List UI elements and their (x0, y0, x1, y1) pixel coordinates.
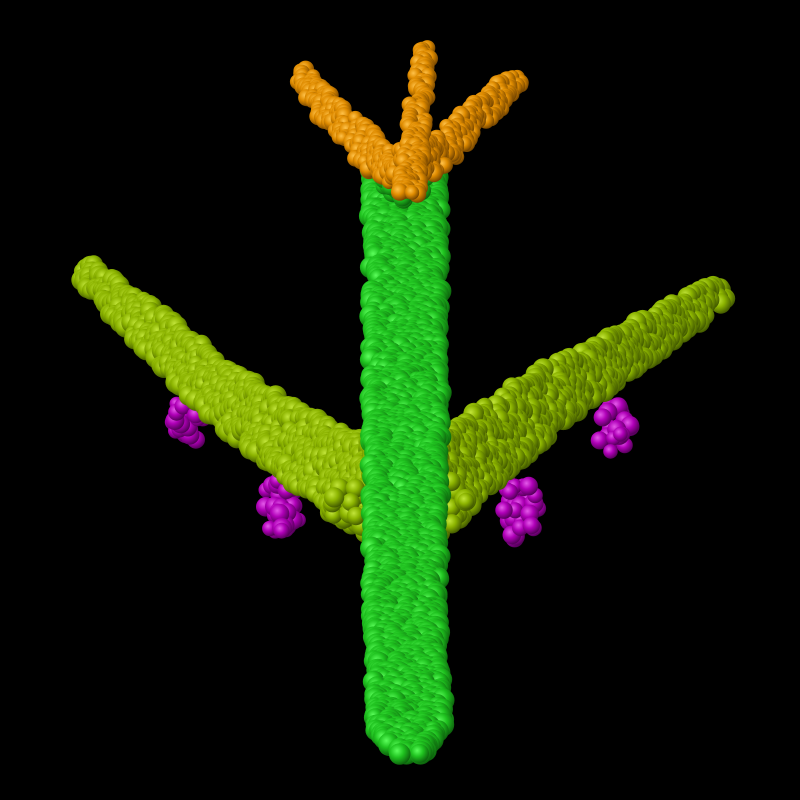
engines-point (519, 476, 538, 496)
wings-point (457, 492, 475, 510)
fuselage-point (388, 743, 411, 765)
tail-parts (289, 40, 529, 203)
fuselage-point (410, 743, 429, 763)
wings-point (324, 487, 345, 508)
engines-point (522, 516, 540, 535)
engines-point (495, 501, 513, 519)
engines-point (273, 522, 290, 539)
engines-point (593, 408, 612, 427)
engines-point (590, 431, 609, 450)
engines-point (613, 426, 628, 442)
engines-point (501, 483, 518, 500)
engines-point (603, 444, 618, 459)
engines-parts (164, 390, 640, 548)
fuselage-parts (358, 158, 455, 765)
